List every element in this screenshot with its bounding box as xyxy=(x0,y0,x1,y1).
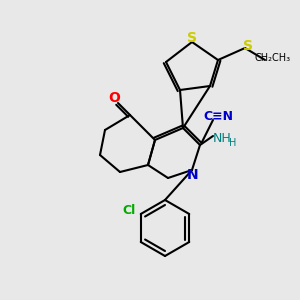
Text: CH₂CH₃: CH₂CH₃ xyxy=(255,53,291,63)
Text: H: H xyxy=(229,138,237,148)
Text: Cl: Cl xyxy=(122,203,135,217)
Text: NH: NH xyxy=(213,131,231,145)
Text: S: S xyxy=(243,39,253,53)
Text: N: N xyxy=(187,168,199,182)
Text: S: S xyxy=(187,31,197,45)
Text: C≡N: C≡N xyxy=(203,110,233,124)
Text: O: O xyxy=(108,91,120,105)
